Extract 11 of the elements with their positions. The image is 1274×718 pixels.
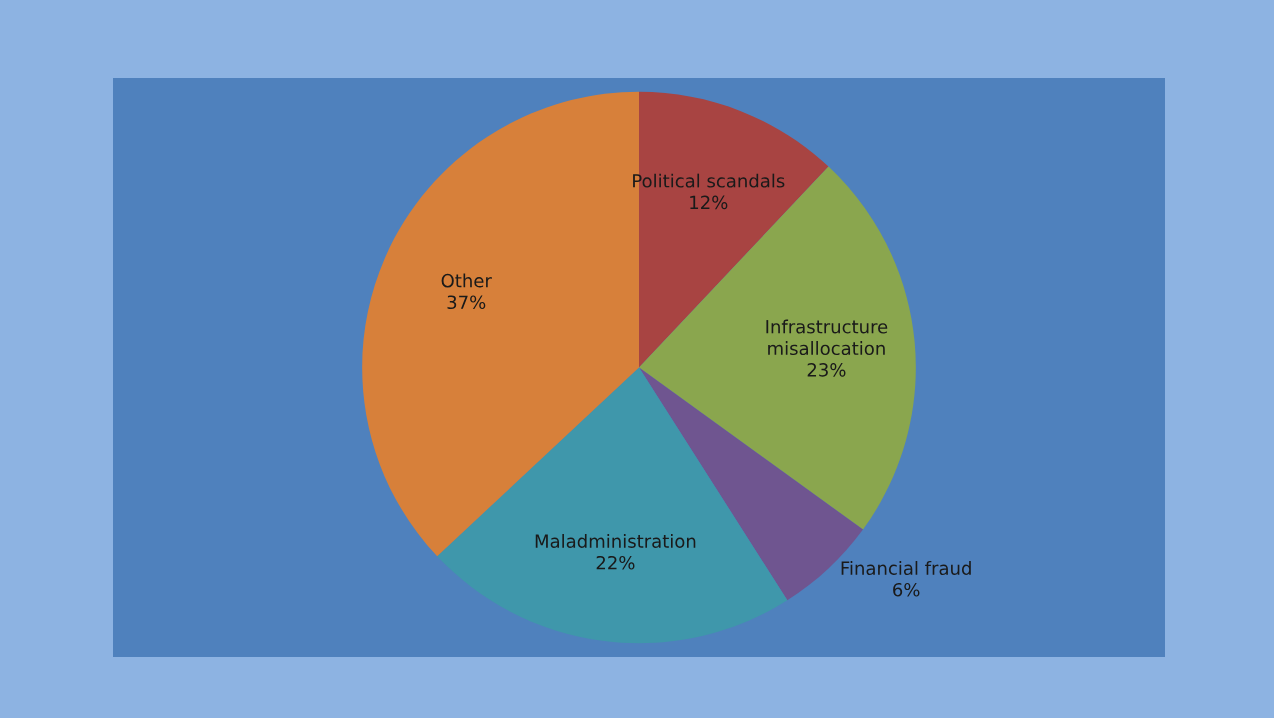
data-label: 23% [807, 363, 846, 377]
slice-label: Financial fraud [841, 561, 971, 575]
data-label: 37% [447, 295, 486, 310]
data-label: 6% [893, 582, 920, 597]
slice-label: Maladministration [535, 533, 696, 548]
slice-label: Other [441, 273, 492, 288]
data-label: 22% [596, 555, 635, 570]
data-label: 12% [690, 195, 728, 210]
pie-slice [437, 367, 788, 644]
slice-label: Political scandals [633, 173, 785, 188]
slice-label: Infrastructure misallocation [766, 319, 888, 356]
